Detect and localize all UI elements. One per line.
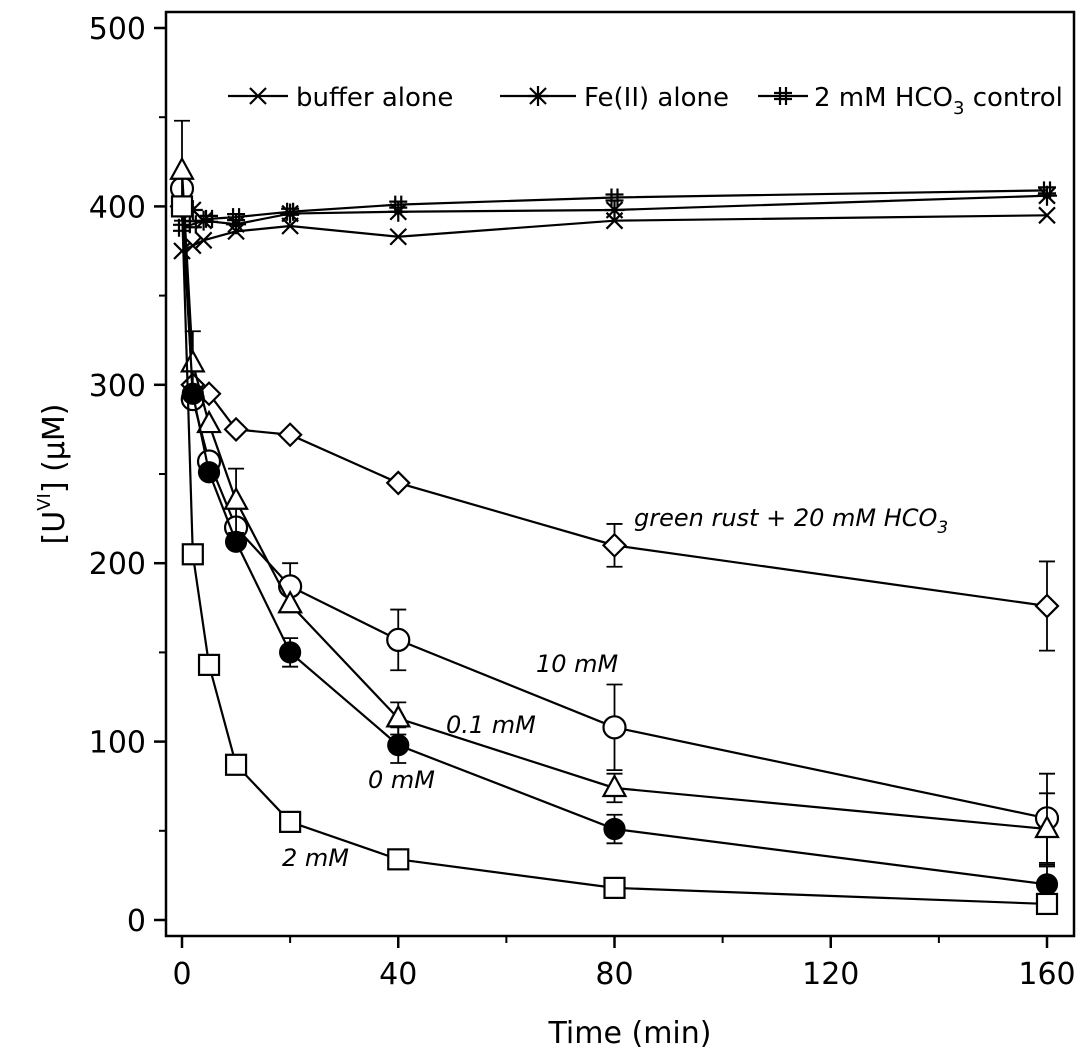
data-point-m0 (181, 382, 204, 405)
data-point-hco3ctrl (389, 195, 408, 214)
data-point-fe (388, 201, 409, 222)
annotation-2mm: 2 mM (282, 844, 349, 872)
data-point-m2 (181, 543, 204, 566)
data-point-m0 (197, 461, 221, 484)
data-point-gr20 (601, 532, 628, 558)
annotation-0-1mm: 0.1 mM (446, 711, 536, 739)
data-point-m01 (179, 349, 206, 373)
data-point-buffer (389, 227, 408, 246)
series-line-m0 (180, 206, 1048, 886)
data-point-fe (280, 203, 301, 224)
data-point-m10 (386, 627, 411, 653)
data-point-m2 (387, 848, 410, 871)
y-axis-label: [UVI] (µM) (34, 404, 72, 545)
plot-frame (164, 10, 1076, 938)
legend-label-buffer: buffer alone (296, 83, 453, 113)
data-point-fe (226, 214, 247, 235)
y-tick-label: 300 (89, 369, 146, 404)
data-point-m2 (224, 753, 248, 776)
annotation-0mm: 0 mM (368, 766, 435, 794)
data-point-m01 (1034, 814, 1060, 839)
data-point-m01 (169, 156, 195, 180)
annotation-green-rust: green rust + 20 mM HCO3 (634, 504, 948, 538)
data-point-m0 (224, 530, 248, 553)
series-m01 (169, 119, 1060, 866)
data-point-m0 (603, 817, 626, 841)
legend-label-fe: Fe(II) alone (584, 83, 729, 113)
y-tick-label: 500 (89, 12, 146, 47)
data-point-fe (604, 199, 625, 220)
series-hco3ctrl (173, 181, 1056, 237)
x-tick-label: 80 (595, 957, 633, 992)
data-point-m01 (601, 773, 628, 798)
data-point-m01 (223, 486, 249, 510)
series-gr20 (169, 193, 1060, 652)
data-point-m0 (279, 641, 302, 664)
y-tick-label: 0 (127, 904, 146, 939)
x-axis-label: Time (min) (548, 1016, 712, 1051)
legend: buffer alone Fe(II) alone 2 mM HCO3 cont… (228, 83, 1063, 119)
series-line-m2 (180, 206, 1048, 906)
data-point-m0 (387, 734, 410, 757)
x-tick-label: 40 (379, 957, 417, 992)
annotation-10mm: 10 mM (536, 650, 619, 678)
y-tick-label: 400 (89, 190, 146, 225)
data-point-m2 (170, 195, 194, 218)
data-point-m10 (602, 715, 627, 740)
data-point-m0 (1035, 873, 1059, 896)
x-tick-label: 120 (802, 957, 859, 992)
legend-symbol-buffer (228, 87, 288, 105)
series-m2 (170, 195, 1059, 916)
series-buffer (173, 206, 1056, 260)
data-point-m2 (603, 876, 626, 899)
legend-symbol-fe (500, 86, 576, 106)
data-point-gr20 (223, 416, 249, 442)
data-point-gr20 (277, 422, 303, 448)
data-point-buffer (194, 231, 213, 250)
data-point-hco3ctrl (200, 209, 219, 228)
data-point-m01 (385, 704, 412, 728)
y-tick-label: 100 (89, 726, 146, 761)
x-tick-label: 0 (172, 957, 191, 992)
legend-marker-fe (528, 86, 548, 106)
data-point-m01 (196, 409, 222, 434)
data-point-m2 (279, 810, 302, 833)
legend-marker-buffer (249, 87, 267, 105)
legend-symbol-hco3ctrl (758, 87, 808, 105)
data-point-hco3ctrl (281, 202, 300, 221)
x-tick-label: 160 (1018, 957, 1075, 992)
data-point-hco3ctrl (183, 215, 202, 234)
data-point-hco3ctrl (605, 188, 624, 207)
data-point-fe (1037, 185, 1057, 206)
data-point-m2 (197, 653, 221, 676)
data-point-gr20 (385, 470, 411, 496)
legend-label-hco3-control: 2 mM HCO3 control (814, 83, 1063, 119)
legend-marker-hco3ctrl (774, 87, 792, 105)
series-line-m01 (180, 170, 1048, 831)
data-point-buffer (281, 217, 299, 235)
data-point-gr20 (1034, 593, 1060, 619)
y-tick-label: 200 (89, 547, 146, 582)
data-point-m01 (277, 589, 303, 614)
data-point-buffer (1038, 206, 1056, 225)
data-point-m2 (1035, 892, 1059, 916)
data-point-hco3ctrl (227, 208, 246, 227)
data-point-hco3ctrl (1038, 181, 1056, 200)
